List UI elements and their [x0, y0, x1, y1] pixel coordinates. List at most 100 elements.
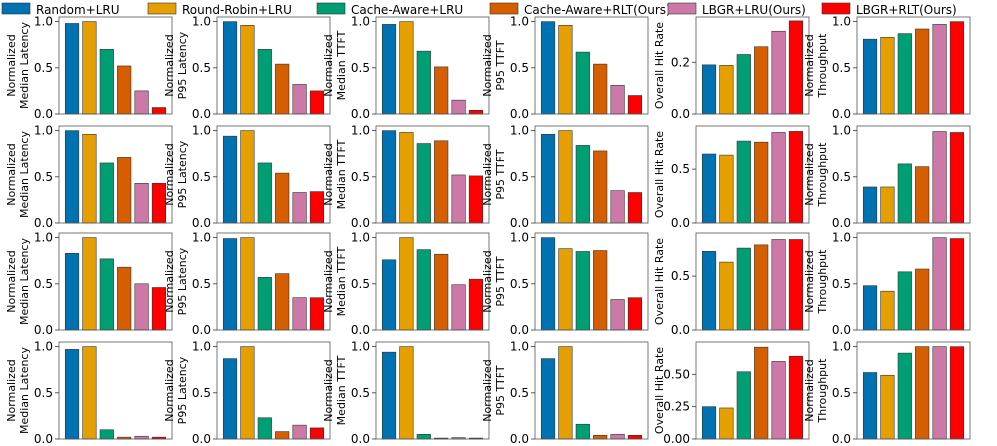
bar-lbgr-lru-ours- — [771, 239, 786, 331]
y-tick-label: 0.5 — [832, 277, 851, 291]
bar-round-robin-lru — [719, 65, 734, 115]
bar-lbgr-rlt-ours- — [627, 95, 643, 115]
bar-lbgr-lru-ours- — [610, 190, 625, 224]
bar-lbgr-lru-ours- — [451, 99, 466, 115]
bar-lbgr-lru-ours- — [292, 424, 307, 440]
bar-cache-aware-lru — [99, 162, 114, 224]
legend-swatch-5 — [821, 2, 851, 15]
bar-lbgr-lru-ours- — [932, 131, 947, 224]
bar-lbgr-rlt-ours- — [949, 132, 965, 224]
bar-round-robin-lru — [880, 37, 895, 115]
y-tick-label: 0.5 — [192, 61, 211, 75]
y-tick-label: 0.00 — [663, 432, 690, 446]
bar-round-robin-lru — [399, 132, 414, 224]
bar-cache-aware-rlt-ours- — [915, 28, 930, 115]
y-axis-label: Median Latency — [18, 238, 31, 325]
bar-round-robin-lru — [240, 237, 255, 331]
bar-cache-aware-lru — [416, 249, 431, 331]
bar-cache-aware-lru — [897, 352, 912, 440]
bar-random-lru — [540, 134, 556, 224]
legend-swatch-2 — [316, 2, 346, 15]
y-axis-label: Normalized — [5, 250, 18, 312]
y-axis-label: Normalized — [163, 250, 176, 312]
bar-round-robin-lru — [558, 346, 573, 440]
y-tick-label: 0.5 — [510, 277, 529, 291]
bar-random-lru — [540, 237, 556, 331]
y-tick-label: 0.0 — [34, 432, 53, 446]
bar-random-lru — [862, 285, 878, 331]
y-tick-label: 0.50 — [663, 367, 690, 381]
y-axis-label: Median TTFT — [335, 139, 348, 209]
bar-round-robin-lru — [82, 346, 97, 440]
y-tick-label: 0.5 — [351, 61, 370, 75]
panel-r0-c1: 0.0 0.5 1.0 Normalized P95 Latency — [163, 15, 331, 121]
y-tick-label: 0.0 — [510, 432, 529, 446]
y-axis-label: Normalized — [803, 143, 816, 205]
y-axis-label: Median TTFT — [335, 355, 348, 425]
bar-lbgr-rlt-ours- — [788, 355, 804, 440]
y-tick-label: 1.0 — [510, 231, 529, 245]
bar-lbgr-lru-ours- — [451, 174, 466, 224]
axes-frame — [375, 341, 490, 440]
panel-r3-c3: 0.0 0.5 1.0 Normalized P95 TTFT — [481, 340, 649, 446]
legend-swatch-4 — [667, 2, 697, 15]
axes-frame — [695, 341, 810, 440]
legend-label-0: Random+LRU — [36, 3, 120, 17]
y-tick-label: 0.5 — [351, 170, 370, 184]
y-axis-label: Normalized — [803, 34, 816, 96]
bar-cache-aware-rlt-ours- — [117, 157, 132, 224]
y-tick-label: 1.0 — [832, 124, 851, 138]
bar-round-robin-lru — [399, 21, 414, 115]
bar-cache-aware-lru — [736, 140, 751, 224]
y-axis-label: Normalized — [5, 34, 18, 96]
y-tick-label: 0.0 — [351, 107, 370, 121]
y-axis-label: P95 TTFT — [494, 40, 507, 91]
bar-cache-aware-lru — [897, 33, 912, 115]
legend-swatch-3 — [489, 2, 519, 15]
y-tick-label: 0.5 — [34, 386, 53, 400]
panel-r0-c2: 0.0 0.5 1.0 Normalized Median TTFT — [322, 15, 490, 121]
bar-cache-aware-lru — [416, 434, 431, 440]
bar-lbgr-lru-ours- — [610, 299, 625, 331]
bar-random-lru — [862, 372, 878, 440]
bar-cache-aware-lru — [416, 143, 431, 224]
y-axis-label: Normalized — [322, 34, 335, 96]
y-tick-label: 0.0 — [832, 432, 851, 446]
bar-lbgr-rlt-ours- — [949, 346, 965, 440]
y-axis-label: Median TTFT — [335, 246, 348, 316]
bar-cache-aware-rlt-ours- — [434, 140, 449, 224]
y-tick-label: 1.0 — [34, 340, 53, 354]
y-tick-label: 0.0 — [671, 323, 690, 337]
y-axis-label: Throughput — [816, 358, 829, 424]
axes-frame — [534, 341, 649, 440]
y-tick-label: 0.25 — [663, 400, 690, 414]
legend-label-5: LBGR+RLT(Ours) — [856, 3, 957, 17]
y-axis-label: Overall Hit Rate — [653, 238, 666, 325]
bar-random-lru — [381, 259, 397, 331]
axes-frame — [58, 341, 173, 440]
bar-lbgr-rlt-ours- — [949, 238, 965, 331]
axes-frame — [856, 16, 971, 115]
panel-r1-c5: 0.0 0.5 1.0 Normalized Throughput — [803, 124, 971, 230]
y-tick-label: 1.0 — [510, 340, 529, 354]
bar-cache-aware-lru — [897, 271, 912, 331]
bar-lbgr-lru-ours- — [932, 24, 947, 115]
bar-lbgr-lru-ours- — [610, 85, 625, 115]
y-axis-label: Throughput — [816, 249, 829, 315]
bar-round-robin-lru — [399, 346, 414, 440]
y-tick-label: 1.0 — [34, 15, 53, 29]
y-tick-label: 0.5 — [351, 386, 370, 400]
bar-round-robin-lru — [558, 248, 573, 331]
panel-r2-c1: 0.0 0.5 1.0 Normalized P95 Latency — [163, 231, 331, 337]
bar-cache-aware-lru — [575, 251, 590, 331]
bar-cache-aware-lru — [575, 145, 590, 224]
bar-random-lru — [64, 253, 80, 331]
y-tick-label: 1.0 — [192, 15, 211, 29]
y-axis-label: Normalized — [803, 359, 816, 421]
bar-round-robin-lru — [719, 407, 734, 440]
legend-swatch-1 — [147, 2, 177, 15]
y-tick-label: 0.5 — [671, 269, 690, 283]
y-axis-label: Normalized — [481, 250, 494, 312]
bar-cache-aware-lru — [257, 162, 272, 224]
